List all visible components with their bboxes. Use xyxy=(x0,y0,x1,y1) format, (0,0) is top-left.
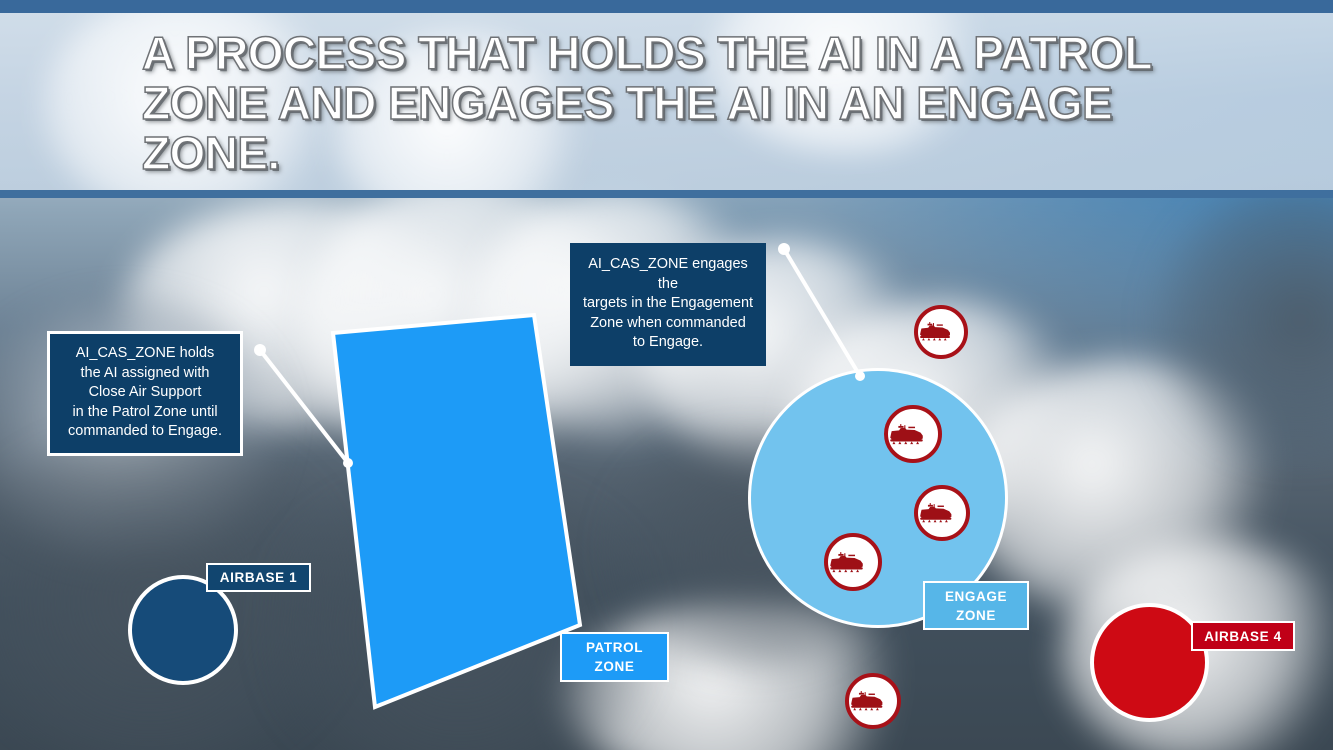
airbase-1-label-text: AIRBASE 1 xyxy=(219,570,298,585)
callout-line: AI_CAS_ZONE engages the xyxy=(588,256,748,292)
patrol-zone-shape[interactable] xyxy=(318,300,608,720)
armored-vehicle-icon xyxy=(918,502,966,524)
tank-marker-4[interactable] xyxy=(824,533,882,591)
armored-vehicle-icon xyxy=(828,551,878,574)
armored-vehicle-icon xyxy=(888,423,938,446)
airbase-4-label[interactable]: AIRBASE 4 xyxy=(1191,621,1295,651)
tank-marker-5[interactable] xyxy=(845,673,901,729)
callout-line: to Engage. xyxy=(632,334,704,350)
airbase-4-label-text: AIRBASE 4 xyxy=(1204,628,1282,644)
callout-line: targets in the Engagement xyxy=(582,295,754,311)
engage-zone-label-line2: ZONE xyxy=(956,607,996,623)
engage-zone-label-line1: ENGAGE xyxy=(944,588,1008,604)
armored-vehicle-icon xyxy=(849,690,897,712)
callout-line: commanded to Engage. xyxy=(68,423,222,439)
callout-line: Close Air Support xyxy=(88,384,202,400)
callout-line: Zone when commanded xyxy=(590,314,746,331)
patrol-zone-polygon xyxy=(330,312,583,710)
header-band xyxy=(0,13,1333,190)
airbase-1-marker[interactable] xyxy=(128,575,238,685)
patrol-zone-label-line2: ZONE xyxy=(594,659,635,674)
header-rule-bar xyxy=(0,190,1333,198)
callout-line: in the Patrol Zone until xyxy=(72,403,218,420)
top-accent-bar xyxy=(0,0,1333,13)
callout-line: AI_CAS_ZONE holds xyxy=(75,345,215,361)
airbase-1-label[interactable]: AIRBASE 1 xyxy=(206,563,311,592)
page-title: A PROCESS THAT HOLDS THE AI IN A PATROL … xyxy=(141,27,1152,179)
callout-line: the AI assigned with xyxy=(80,364,210,381)
airbase-4-marker[interactable] xyxy=(1090,603,1209,722)
tank-marker-3[interactable] xyxy=(914,485,970,541)
patrol-callout[interactable]: AI_CAS_ZONE holds the AI assigned with C… xyxy=(47,331,243,456)
patrol-zone-label-line1: PATROL xyxy=(585,640,644,655)
engage-callout[interactable]: AI_CAS_ZONE engages the targets in the E… xyxy=(570,243,766,366)
tank-marker-2[interactable] xyxy=(884,405,942,463)
armored-vehicle-icon xyxy=(918,321,964,342)
engage-zone-label[interactable]: ENGAGE ZONE xyxy=(923,581,1029,630)
patrol-zone-label[interactable]: PATROL ZONE xyxy=(560,632,669,682)
tank-marker-1[interactable] xyxy=(914,305,968,359)
